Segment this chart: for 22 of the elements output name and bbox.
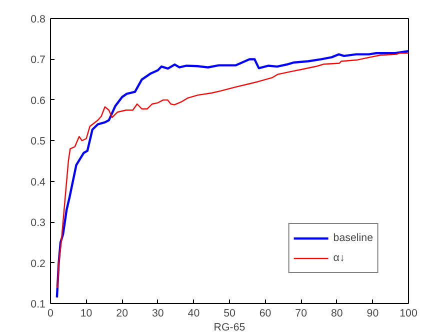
x-tick-label: 10 <box>80 308 92 320</box>
y-tick-label: 0.8 <box>30 14 46 26</box>
y-tick-label: 0.5 <box>30 136 46 148</box>
x-tick-label: 30 <box>152 308 164 320</box>
y-tick-label: 0.7 <box>30 54 46 66</box>
y-tick-label: 0.1 <box>30 298 46 310</box>
x-tick-label: 70 <box>295 308 308 320</box>
x-tick-label: 90 <box>366 308 379 320</box>
x-tick-label: 80 <box>330 308 343 320</box>
y-tick-label: 0.3 <box>30 217 46 230</box>
x-axis-title: RG-65 <box>214 322 246 334</box>
legend-label: baseline <box>333 232 373 244</box>
x-tick-label: 60 <box>259 308 272 320</box>
x-tick-label: 20 <box>116 308 128 320</box>
y-tick-label: 0.6 <box>30 94 46 107</box>
x-tick-label: 0 <box>48 308 54 320</box>
legend-label: α↓ <box>333 252 346 264</box>
x-tick-label: 50 <box>224 308 236 320</box>
x-tick-label: 40 <box>188 308 200 320</box>
y-tick-label: 0.2 <box>30 258 46 270</box>
y-tick-label: 0.4 <box>30 176 46 188</box>
x-tick-label: 100 <box>400 308 418 320</box>
